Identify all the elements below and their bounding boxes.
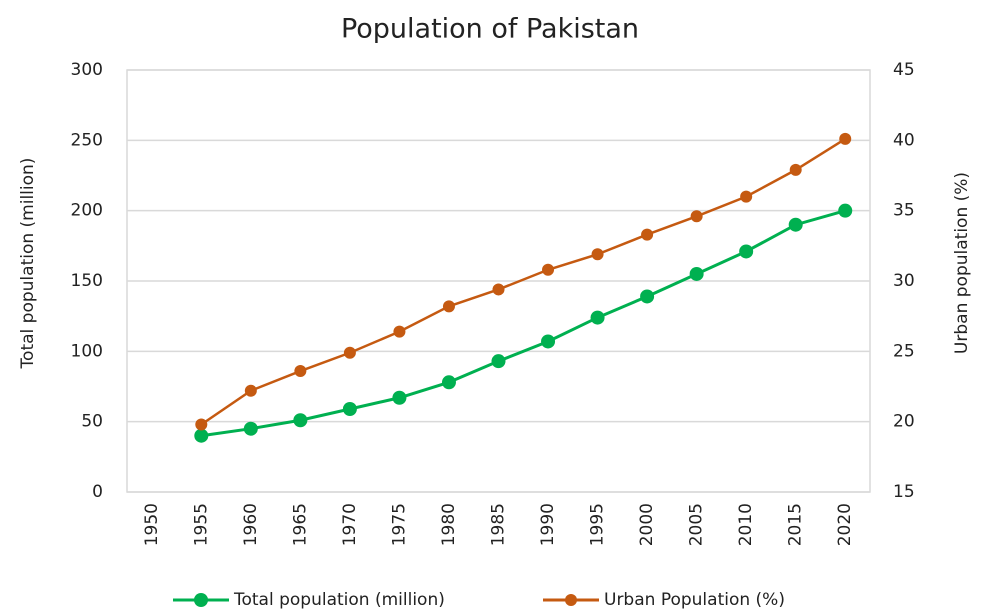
y-tick-label: 300 <box>71 60 103 80</box>
point <box>689 266 704 281</box>
y2-axis-label: Urban population (%) <box>952 172 972 354</box>
point <box>441 375 456 390</box>
x-tick-label: 2005 <box>687 503 707 546</box>
point <box>542 263 555 276</box>
x-tick-label: 2010 <box>736 503 756 546</box>
y-tick-label: 250 <box>71 130 103 150</box>
x-tick-label: 1995 <box>588 503 608 546</box>
point <box>640 289 655 304</box>
x-tick-label: 1960 <box>241 503 261 546</box>
legend-marker <box>194 593 208 607</box>
point <box>194 428 209 443</box>
legend-label: Total population (million) <box>233 590 445 610</box>
x-tick-label: 1975 <box>389 503 409 546</box>
x-tick-label: 1950 <box>142 503 162 546</box>
y2-tick-label: 30 <box>893 271 915 291</box>
point <box>392 390 407 405</box>
y2-tick-label: 20 <box>893 412 915 432</box>
chart-title: Population of Pakistan <box>341 14 639 45</box>
y2-tick-label: 35 <box>893 201 915 221</box>
x-tick-label: 1985 <box>489 503 509 546</box>
y-tick-label: 100 <box>71 341 103 361</box>
point <box>641 228 654 241</box>
point <box>293 413 308 428</box>
x-tick-label: 2020 <box>835 503 855 546</box>
series-line <box>200 137 846 426</box>
point <box>243 421 258 436</box>
y2-tick-label: 45 <box>893 60 915 80</box>
y2-tick-label: 25 <box>893 341 915 361</box>
x-tick-label: 1980 <box>439 503 459 546</box>
legend-marker <box>565 594 577 606</box>
point <box>342 402 357 417</box>
y-tick-label: 200 <box>71 201 103 221</box>
point <box>442 300 455 313</box>
point <box>739 244 754 259</box>
x-tick-label: 1955 <box>191 503 211 546</box>
point <box>343 346 356 359</box>
point <box>590 310 605 325</box>
y-tick-label: 0 <box>92 482 103 502</box>
y-axis-label: Total population (million) <box>18 158 38 370</box>
x-tick-label: 2000 <box>637 503 657 546</box>
point <box>492 283 505 296</box>
x-tick-label: 2015 <box>786 503 806 546</box>
point <box>244 384 257 397</box>
point <box>195 418 208 431</box>
point <box>789 163 802 176</box>
point <box>740 190 753 203</box>
point <box>690 210 703 223</box>
legend-label: Urban Population (%) <box>604 590 785 610</box>
x-tick-label: 1965 <box>290 503 310 546</box>
y2-tick-label: 40 <box>893 130 915 150</box>
point <box>541 334 556 349</box>
x-tick-label: 1990 <box>538 503 558 546</box>
point <box>591 248 604 261</box>
y2-tick-label: 15 <box>893 482 915 502</box>
y-tick-label: 150 <box>71 271 103 291</box>
point <box>294 365 307 378</box>
x-tick-label: 1970 <box>340 503 360 546</box>
point <box>491 354 506 369</box>
y-tick-label: 50 <box>81 412 103 432</box>
point <box>839 132 852 145</box>
point <box>393 325 406 338</box>
point <box>838 203 853 218</box>
point <box>788 217 803 232</box>
series-line <box>201 209 846 438</box>
